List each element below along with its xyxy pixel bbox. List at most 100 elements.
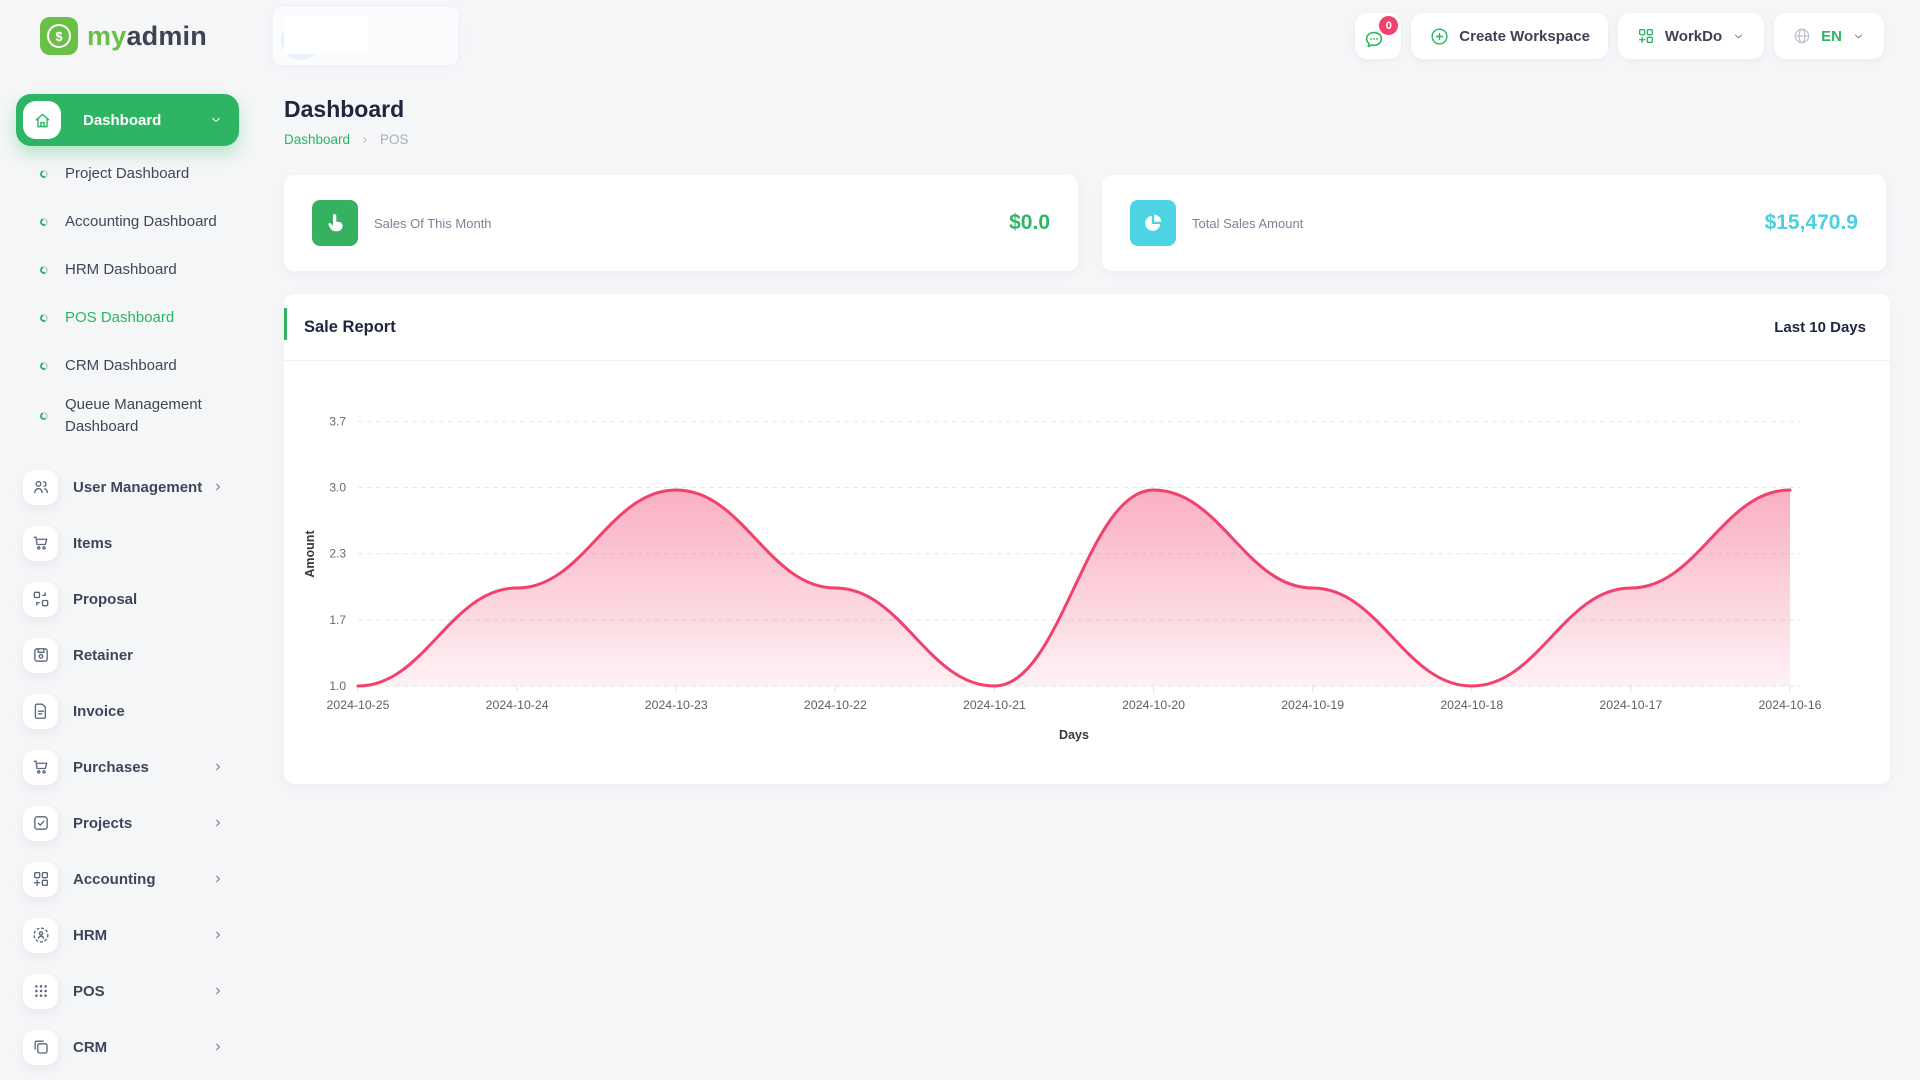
language-selector[interactable]: EN <box>1774 13 1884 59</box>
sidebar-subitem-accounting-dashboard[interactable]: Accounting Dashboard <box>0 198 255 246</box>
home-icon <box>23 101 61 139</box>
chat-bubble-icon <box>1362 20 1394 52</box>
sidebar-item-proposal[interactable]: Proposal <box>0 571 255 627</box>
checkbox-icon <box>23 805 58 841</box>
sidebar-item-user-management[interactable]: User Management <box>0 459 255 515</box>
svg-text:Days: Days <box>1059 728 1089 742</box>
chevron-down-icon <box>1731 29 1746 44</box>
breadcrumb-current: POS <box>380 132 409 147</box>
sidebar-subitem-pos-dashboard[interactable]: POS Dashboard <box>0 294 255 342</box>
nav-item-label: HRM <box>73 926 108 944</box>
sidebar-item-hrm[interactable]: HRM <box>0 907 255 963</box>
svg-text:2024-10-22: 2024-10-22 <box>804 698 867 712</box>
chart-header: Sale Report Last 10 Days <box>284 294 1890 361</box>
stat-label: Total Sales Amount <box>1192 215 1304 231</box>
sale-report-chart: 3.7 3.0 2.3 1.7 1.0 2024-10-25 2024-10-24 2024-… <box>303 414 1822 742</box>
sidebar-item-dashboard[interactable]: Dashboard <box>16 94 239 146</box>
sidebar-item-purchases[interactable]: Purchases <box>0 739 255 795</box>
users-icon <box>23 469 58 505</box>
sidebar-subitem-crm-dashboard[interactable]: CRM Dashboard <box>0 342 255 390</box>
svg-text:2.3: 2.3 <box>329 547 346 561</box>
sales-of-this-month-card: Sales Of This Month $0.0 <box>284 175 1078 271</box>
cart-icon <box>23 749 58 785</box>
bullet-icon <box>38 168 50 180</box>
sidebar-subitem-queue-management-dashboard[interactable]: Queue Management Dashboard <box>0 390 255 442</box>
chevron-down-icon <box>208 112 224 128</box>
svg-text:1.0: 1.0 <box>329 679 346 693</box>
sidebar-nav: User Management Items Proposal Retainer Invo… <box>0 459 255 1075</box>
subitem-label: POS Dashboard <box>65 309 175 326</box>
nav-item-label: CRM <box>73 1038 108 1056</box>
stat-value: $0.0 <box>1009 211 1050 234</box>
subitem-label: HRM Dashboard <box>65 261 177 278</box>
page-title: Dashboard <box>284 96 405 122</box>
subitem-label: Accounting Dashboard <box>65 213 217 230</box>
plus-circle-icon <box>1429 26 1450 47</box>
svg-text:2024-10-23: 2024-10-23 <box>645 698 708 712</box>
overlap-squares-icon <box>23 1029 58 1065</box>
total-sales-amount-card: Total Sales Amount $15,470.9 <box>1102 175 1886 271</box>
svg-text:2024-10-25: 2024-10-25 <box>327 698 390 712</box>
sidebar-subitem-hrm-dashboard[interactable]: HRM Dashboard <box>0 246 255 294</box>
chart-period-label: Last 10 Days <box>1774 318 1866 336</box>
bullet-icon <box>38 312 50 324</box>
sidebar-subitem-project-dashboard[interactable]: Project Dashboard <box>0 150 255 198</box>
nav-item-label: Accounting <box>73 870 156 888</box>
svg-text:2024-10-18: 2024-10-18 <box>1440 698 1503 712</box>
accent-bar <box>284 308 287 340</box>
breadcrumb: Dashboard POS <box>284 132 409 147</box>
nav-item-label: Retainer <box>73 646 134 664</box>
svg-text:3.7: 3.7 <box>329 414 346 428</box>
bullet-icon <box>38 360 50 372</box>
create-workspace-button[interactable]: Create Workspace <box>1411 13 1608 59</box>
document-icon <box>23 693 58 729</box>
sidebar-item-invoice[interactable]: Invoice <box>0 683 255 739</box>
stat-label: Sales Of This Month <box>374 215 492 231</box>
svg-text:2024-10-19: 2024-10-19 <box>1281 698 1344 712</box>
cart-icon <box>23 525 58 561</box>
subitem-label: Queue Management Dashboard <box>65 396 202 435</box>
brand-name: myadmin <box>87 20 207 51</box>
sidebar-item-pos[interactable]: POS <box>0 963 255 1019</box>
pie-chart-icon <box>1130 200 1176 246</box>
bullet-icon <box>38 410 50 422</box>
messages-button[interactable]: 0 <box>1355 13 1402 59</box>
sale-report-card: Sale Report Last 10 Days 3.7 3.0 2.3 1.7 1.0… <box>284 294 1890 784</box>
svg-text:Amount: Amount <box>303 530 317 578</box>
sidebar-item-retainer[interactable]: Retainer <box>0 627 255 683</box>
messages-badge: 0 <box>1379 16 1399 35</box>
chevron-right-icon <box>211 1040 225 1054</box>
breadcrumb-dashboard-link[interactable]: Dashboard <box>284 132 351 147</box>
nav-item-label: Invoice <box>73 702 125 720</box>
nav-item-label: Purchases <box>73 758 149 776</box>
svg-text:2024-10-21: 2024-10-21 <box>963 698 1026 712</box>
dollar-logo-icon: $ <box>40 17 78 55</box>
nav-item-label: Projects <box>73 814 133 832</box>
svg-text:2024-10-17: 2024-10-17 <box>1599 698 1662 712</box>
grid-plus-icon <box>23 861 58 897</box>
grid-plus-icon <box>1636 26 1656 46</box>
bullet-icon <box>38 216 50 228</box>
sidebar-item-crm[interactable]: CRM <box>0 1019 255 1075</box>
chart-title: Sale Report <box>304 317 396 336</box>
nav-item-label: User Management <box>73 478 203 496</box>
globe-icon <box>1792 26 1812 46</box>
dots-grid-icon <box>23 973 58 1009</box>
chevron-right-icon <box>211 816 225 830</box>
chevron-right-icon <box>211 984 225 998</box>
stat-value: $15,470.9 <box>1764 211 1858 234</box>
sidebar-item-projects[interactable]: Projects <box>0 795 255 851</box>
sidebar-item-accounting[interactable]: Accounting <box>0 851 255 907</box>
svg-text:2024-10-20: 2024-10-20 <box>1122 698 1185 712</box>
person-target-icon <box>23 917 58 953</box>
svg-text:1.7: 1.7 <box>329 613 346 627</box>
app-logo[interactable]: $ myadmin <box>40 17 207 55</box>
nav-item-label: Items <box>73 534 113 552</box>
workdo-menu-button[interactable]: WorkDo <box>1617 13 1765 59</box>
dashboard-submenu: Project Dashboard Accounting Dashboard HRM… <box>0 150 255 442</box>
chevron-down-icon <box>1851 29 1866 44</box>
subitem-label: Project Dashboard <box>65 165 190 182</box>
svg-text:2024-10-24: 2024-10-24 <box>486 698 549 712</box>
header-placeholder-card <box>272 7 458 65</box>
sidebar-item-items[interactable]: Items <box>0 515 255 571</box>
